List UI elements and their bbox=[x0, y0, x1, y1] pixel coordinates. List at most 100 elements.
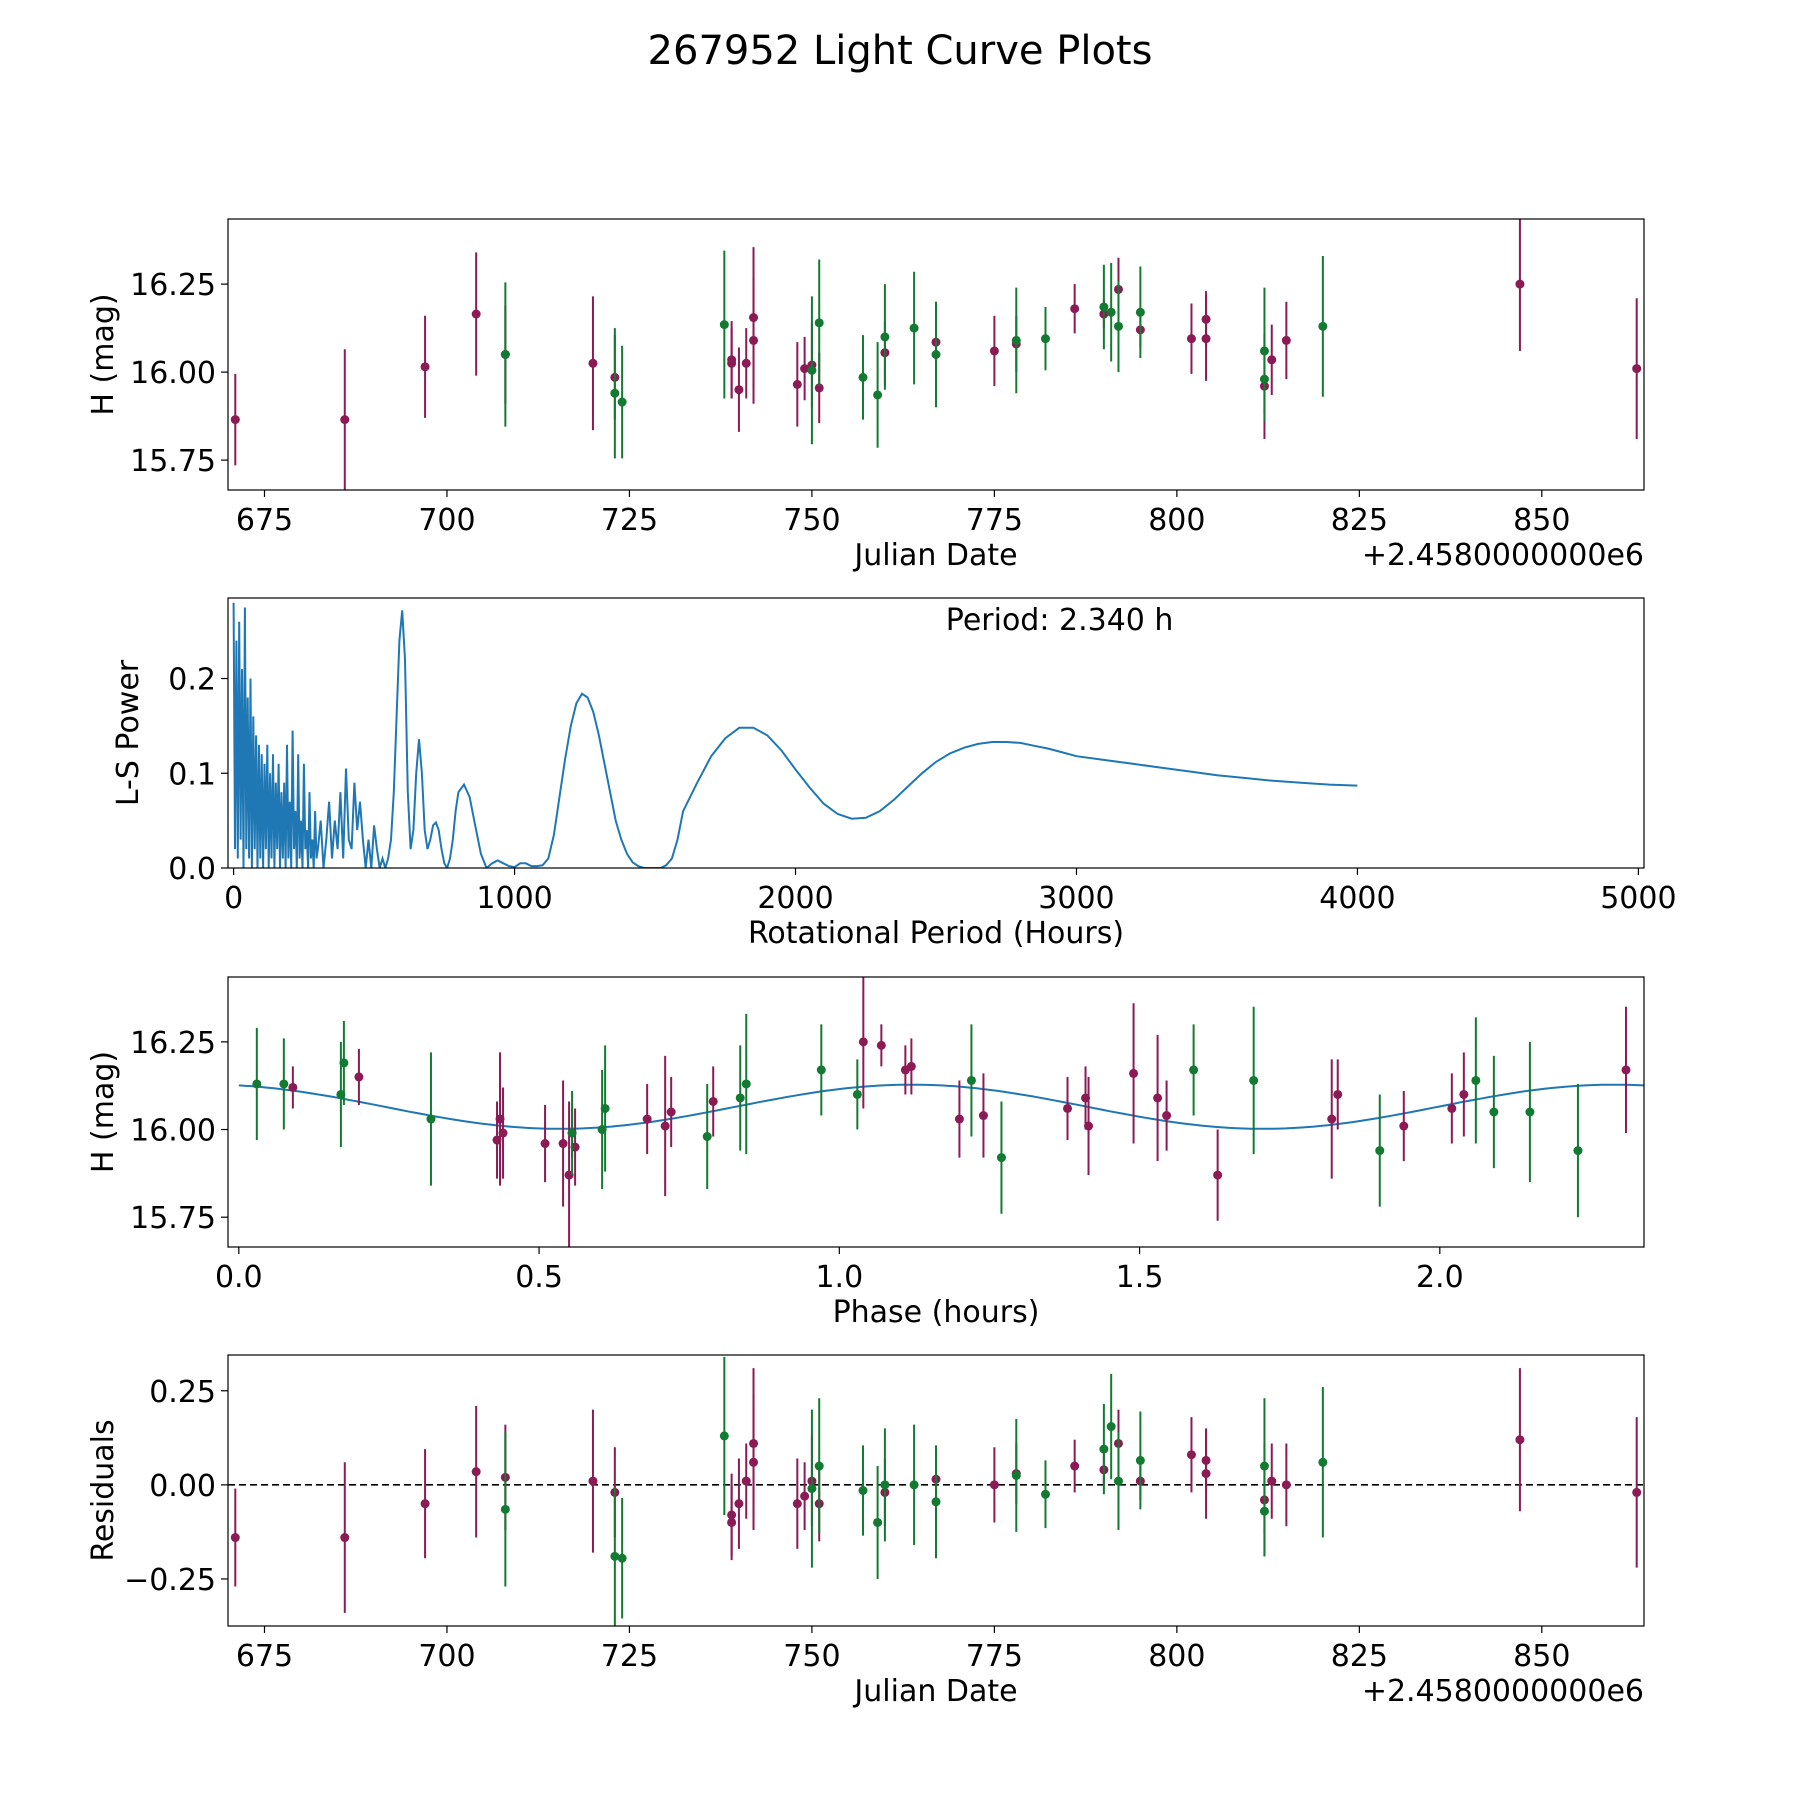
light-curve-data-point bbox=[873, 390, 883, 400]
phased-curve-data-point bbox=[1447, 1103, 1457, 1113]
phased-curve-x-axis-label: Phase (hours) bbox=[833, 1295, 1040, 1330]
light-curve-data-point bbox=[880, 332, 890, 342]
light-curve-data-point bbox=[792, 379, 802, 389]
residuals-data-point bbox=[880, 1480, 890, 1490]
residuals-x-tick-label: 700 bbox=[418, 1639, 475, 1674]
light-curve-data-point bbox=[1318, 321, 1328, 331]
phased-curve-y-tick-label: 16.00 bbox=[130, 1114, 216, 1149]
light-curve-data-point bbox=[1281, 335, 1291, 345]
residuals-y-tick-label: 0.25 bbox=[149, 1375, 216, 1410]
phased-curve-panel: 0.0 0.5 1.0 1.5 2.0 15.75 16.00 16.25 Phase (hou… bbox=[86, 976, 1645, 1330]
periodogram-axes-frame bbox=[227, 597, 1645, 869]
residuals-x-tick-label: 675 bbox=[236, 1639, 293, 1674]
light-curve-y-axis-label: H (mag) bbox=[86, 293, 121, 415]
light-curve-data-point bbox=[230, 415, 240, 425]
residuals-y-tick-label: −0.25 bbox=[124, 1563, 216, 1598]
light-curve-plot-area bbox=[230, 219, 1642, 490]
residuals-data-point bbox=[909, 1480, 919, 1490]
light-curve-data-point bbox=[1040, 334, 1050, 344]
light-curve-data-point bbox=[588, 358, 598, 368]
phased-curve-data-point bbox=[1063, 1103, 1073, 1113]
phased-curve-data-point bbox=[1525, 1107, 1535, 1117]
light-curve-data-point bbox=[749, 335, 759, 345]
phased-curve-data-point bbox=[540, 1139, 550, 1149]
residuals-x-axis-label: Julian Date bbox=[852, 1674, 1017, 1709]
light-curve-data-point bbox=[1070, 304, 1080, 314]
periodogram-x-tick-label: 0 bbox=[224, 881, 243, 916]
phased-curve-data-point bbox=[666, 1107, 676, 1117]
residuals-x-tick-label: 775 bbox=[966, 1639, 1023, 1674]
residuals-x-offset-label: +2.4580000000e6 bbox=[1362, 1674, 1644, 1709]
residuals-panel: 675 700 725 750 775 800 825 850 −0.25 0.00 0.25 Jul… bbox=[86, 1354, 1645, 1709]
phased-curve-data-point bbox=[1129, 1068, 1139, 1078]
phased-curve-data-point bbox=[852, 1089, 862, 1099]
phased-curve-data-point bbox=[1333, 1089, 1343, 1099]
residuals-data-point bbox=[1515, 1435, 1525, 1445]
light-curve-y-tick-label: 15.75 bbox=[130, 444, 216, 479]
residuals-data-point bbox=[719, 1431, 729, 1441]
phased-curve-data-point bbox=[1621, 1065, 1631, 1075]
light-curve-data-point bbox=[500, 350, 510, 359]
light-curve-x-axis-label: Julian Date bbox=[852, 538, 1017, 573]
residuals-data-point bbox=[858, 1486, 868, 1495]
phased-curve-y-tick-label: 15.75 bbox=[130, 1201, 216, 1236]
periodogram-y-tick-label: 0.0 bbox=[168, 852, 216, 887]
periodogram-x-tick-label: 1000 bbox=[476, 881, 552, 916]
residuals-data-point bbox=[1099, 1444, 1109, 1454]
residuals-data-point bbox=[1318, 1457, 1328, 1467]
light-curve-data-point bbox=[1099, 302, 1109, 312]
residuals-data-point bbox=[873, 1517, 883, 1527]
light-curve-data-point bbox=[741, 358, 751, 368]
light-curve-axes-frame bbox=[227, 218, 1645, 491]
periodogram-y-axis-label: L-S Power bbox=[111, 659, 146, 806]
residuals-data-point bbox=[1135, 1455, 1145, 1465]
phased-curve-x-tick-label: 1.5 bbox=[1116, 1260, 1164, 1295]
phased-curve-data-point bbox=[252, 1079, 262, 1089]
residuals-data-point bbox=[1106, 1422, 1116, 1432]
phased-curve-data-point bbox=[1375, 1146, 1385, 1156]
light-curve-data-point bbox=[989, 346, 999, 356]
residuals-x-tick-label: 725 bbox=[601, 1639, 658, 1674]
residuals-data-point bbox=[617, 1553, 627, 1563]
phased-curve-data-point bbox=[1327, 1114, 1337, 1124]
residuals-x-tick-label: 850 bbox=[1513, 1639, 1570, 1674]
light-curve-data-point bbox=[1632, 364, 1642, 374]
light-curve-data-point bbox=[1515, 279, 1525, 289]
light-curve-panel: 675 700 725 750 775 800 825 850 15.75 16.00 16.25 J… bbox=[86, 218, 1645, 573]
periodogram-x-tick-label: 5000 bbox=[1600, 881, 1676, 916]
phased-curve-data-point bbox=[426, 1114, 436, 1124]
residuals-data-point bbox=[807, 1484, 817, 1494]
phased-curve-data-point bbox=[978, 1111, 988, 1121]
light-curve-x-tick-label: 675 bbox=[236, 503, 293, 538]
phased-curve-data-point bbox=[1189, 1065, 1199, 1075]
residuals-data-point bbox=[727, 1517, 737, 1527]
periodogram-plot-area bbox=[232, 602, 1358, 868]
phased-curve-model-curve bbox=[238, 1083, 1644, 1130]
phased-curve-data-point bbox=[1213, 1170, 1223, 1180]
phased-curve-data-point bbox=[876, 1040, 886, 1050]
light-curve-data-point bbox=[1106, 307, 1116, 317]
light-curve-x-tick-label: 775 bbox=[966, 503, 1023, 538]
light-curve-data-point bbox=[814, 318, 824, 328]
residuals-x-tick-label: 750 bbox=[783, 1639, 840, 1674]
figure-title: 267952 Light Curve Plots bbox=[647, 28, 1153, 74]
phased-curve-data-point bbox=[354, 1072, 364, 1082]
phased-curve-x-tick-label: 0.5 bbox=[515, 1260, 563, 1295]
periodogram-power-line bbox=[232, 602, 1358, 868]
phased-curve-data-point bbox=[288, 1082, 298, 1092]
phased-curve-data-point bbox=[339, 1058, 349, 1068]
light-curve-data-point bbox=[800, 364, 810, 374]
residuals-plot-area bbox=[228, 1356, 1644, 1626]
residuals-data-point bbox=[1632, 1487, 1642, 1497]
residuals-data-point bbox=[749, 1457, 759, 1467]
light-curve-data-point bbox=[858, 372, 868, 382]
phased-curve-y-axis-label: H (mag) bbox=[86, 1051, 121, 1173]
phased-curve-data-point bbox=[966, 1075, 976, 1085]
phased-curve-data-point bbox=[1084, 1121, 1094, 1131]
light-curve-data-point bbox=[1011, 335, 1021, 345]
residuals-data-point bbox=[792, 1499, 802, 1509]
light-curve-data-point bbox=[340, 415, 350, 425]
residuals-data-point bbox=[931, 1497, 941, 1507]
light-curve-x-tick-label: 850 bbox=[1513, 503, 1570, 538]
